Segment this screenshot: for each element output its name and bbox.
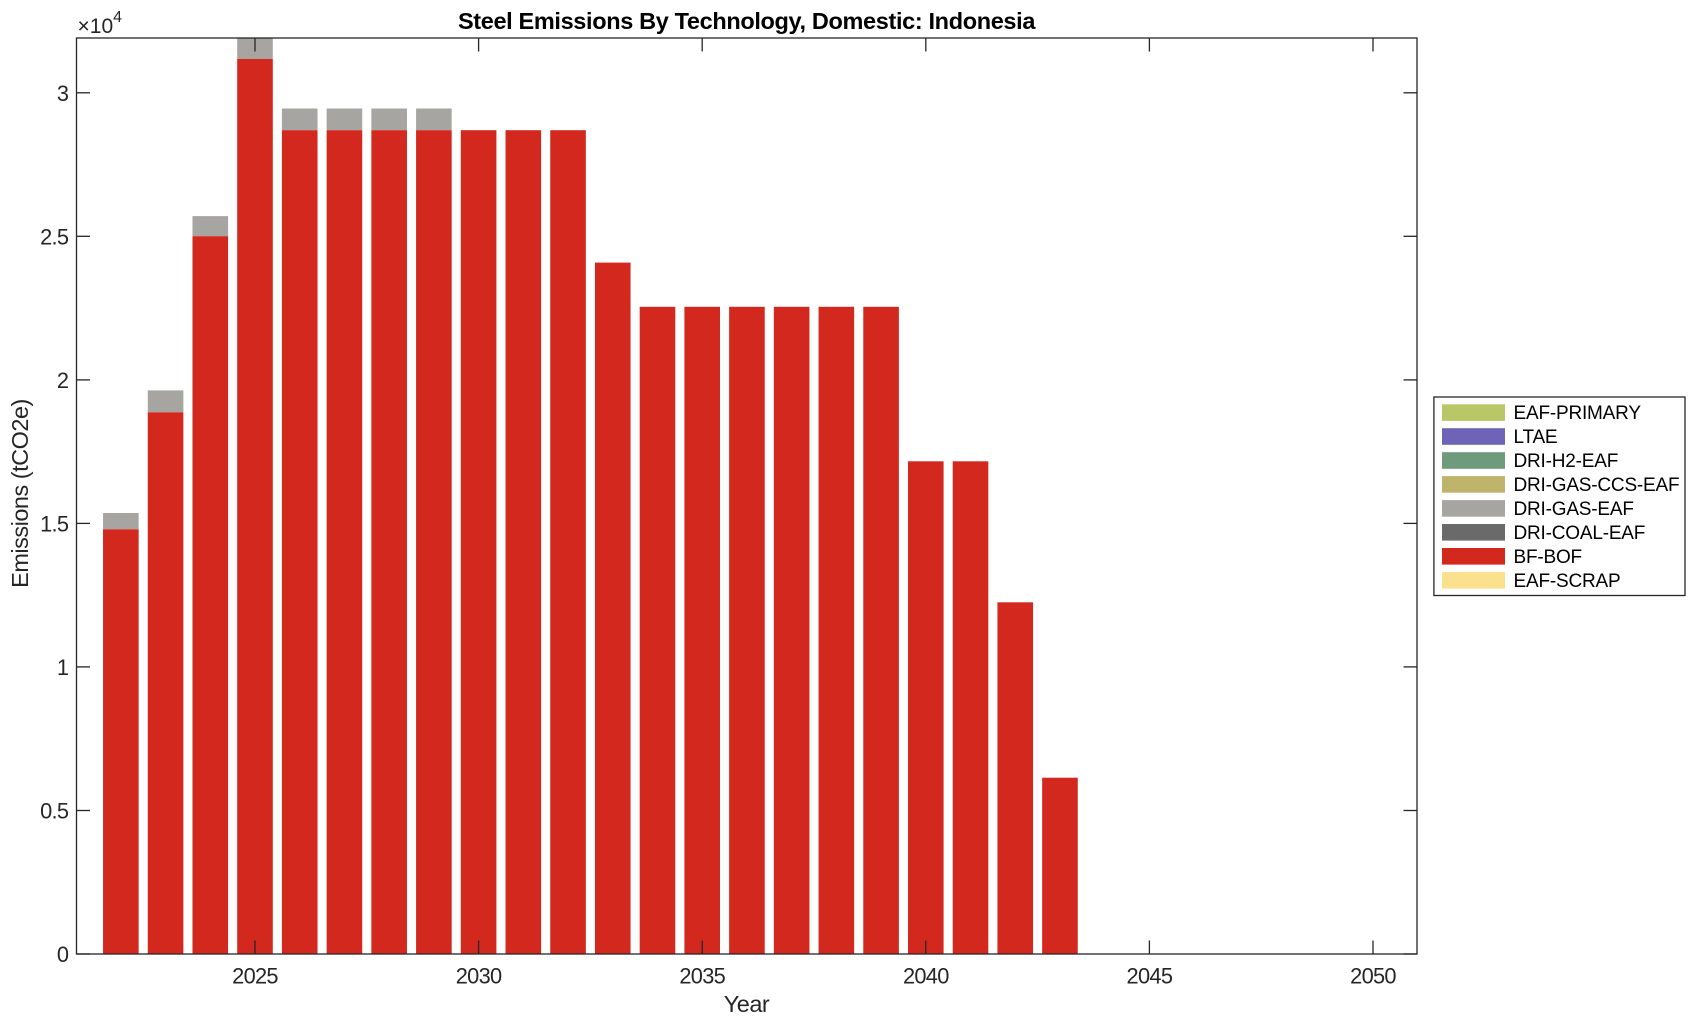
svg-text:2030: 2030 xyxy=(456,963,502,988)
svg-text:BF-BOF: BF-BOF xyxy=(1514,547,1582,568)
svg-text:EAF-PRIMARY: EAF-PRIMARY xyxy=(1514,403,1642,424)
svg-text:Steel Emissions By Technology,: Steel Emissions By Technology, Domestic:… xyxy=(458,8,1036,34)
svg-text:LTAE: LTAE xyxy=(1514,427,1558,448)
svg-text:0.5: 0.5 xyxy=(40,799,69,824)
svg-text:Emissions (tCO2e): Emissions (tCO2e) xyxy=(7,399,33,588)
svg-text:2.5: 2.5 xyxy=(40,224,69,249)
svg-text:1: 1 xyxy=(57,655,69,680)
svg-text:2045: 2045 xyxy=(1127,963,1173,988)
svg-text:DRI-COAL-EAF: DRI-COAL-EAF xyxy=(1514,523,1646,544)
svg-text:2040: 2040 xyxy=(903,963,949,988)
svg-text:3: 3 xyxy=(57,81,69,106)
svg-text:1.5: 1.5 xyxy=(40,511,69,536)
svg-text:2050: 2050 xyxy=(1350,963,1396,988)
svg-text:Year: Year xyxy=(724,991,770,1017)
svg-text:2: 2 xyxy=(57,368,69,393)
svg-text:2035: 2035 xyxy=(679,963,725,988)
svg-text:DRI-GAS-EAF: DRI-GAS-EAF xyxy=(1514,499,1634,520)
svg-text:EAF-SCRAP: EAF-SCRAP xyxy=(1514,571,1621,592)
svg-text:DRI-GAS-CCS-EAF: DRI-GAS-CCS-EAF xyxy=(1514,475,1680,496)
svg-text:DRI-H2-EAF: DRI-H2-EAF xyxy=(1514,451,1619,472)
svg-text:0: 0 xyxy=(57,942,69,967)
svg-text:2025: 2025 xyxy=(232,963,278,988)
